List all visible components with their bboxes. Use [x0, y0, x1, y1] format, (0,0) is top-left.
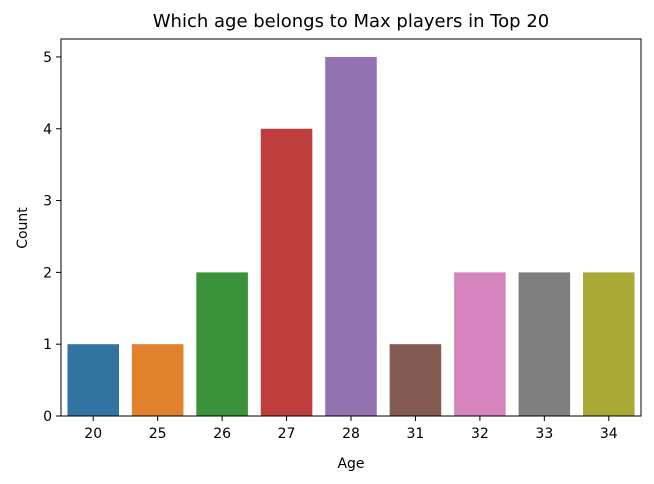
chart-title: Which age belongs to Max players in Top …: [153, 11, 549, 32]
x-tick-label: 25: [149, 426, 167, 442]
x-tick-label: 27: [278, 426, 296, 442]
x-tick-label: 31: [407, 426, 425, 442]
plot-frame: [60, 38, 642, 417]
y-axis-ticks: 0 1 2 3 4 5: [43, 50, 61, 425]
y-tick-label: 2: [43, 265, 52, 281]
x-tick-label: 33: [535, 426, 553, 442]
bar-25: [131, 344, 184, 416]
x-tick-label: 32: [471, 426, 489, 442]
bar-26: [196, 272, 248, 416]
x-tick-label: 20: [84, 426, 102, 442]
y-tick-label: 3: [43, 194, 52, 210]
bars-group: [67, 56, 635, 416]
bar-20: [67, 344, 119, 416]
bar-33: [518, 272, 571, 416]
bar-34: [583, 272, 635, 416]
x-tick-label: 34: [600, 426, 618, 442]
x-tick-label: 28: [342, 426, 360, 442]
y-tick-label: 0: [43, 409, 52, 425]
y-tick-label: 1: [43, 337, 52, 353]
bar-31: [389, 344, 442, 416]
bar-28: [325, 56, 377, 416]
y-axis-label: Count: [15, 207, 31, 249]
x-axis-ticks: 20 25 26 27 28 31 32 33 34: [84, 416, 618, 442]
bar-27: [260, 128, 313, 416]
y-tick-label: 4: [43, 122, 52, 138]
x-axis-label: Age: [337, 456, 364, 472]
y-tick-label: 5: [43, 50, 52, 66]
x-tick-label: 26: [213, 426, 231, 442]
bar-32: [454, 272, 506, 416]
